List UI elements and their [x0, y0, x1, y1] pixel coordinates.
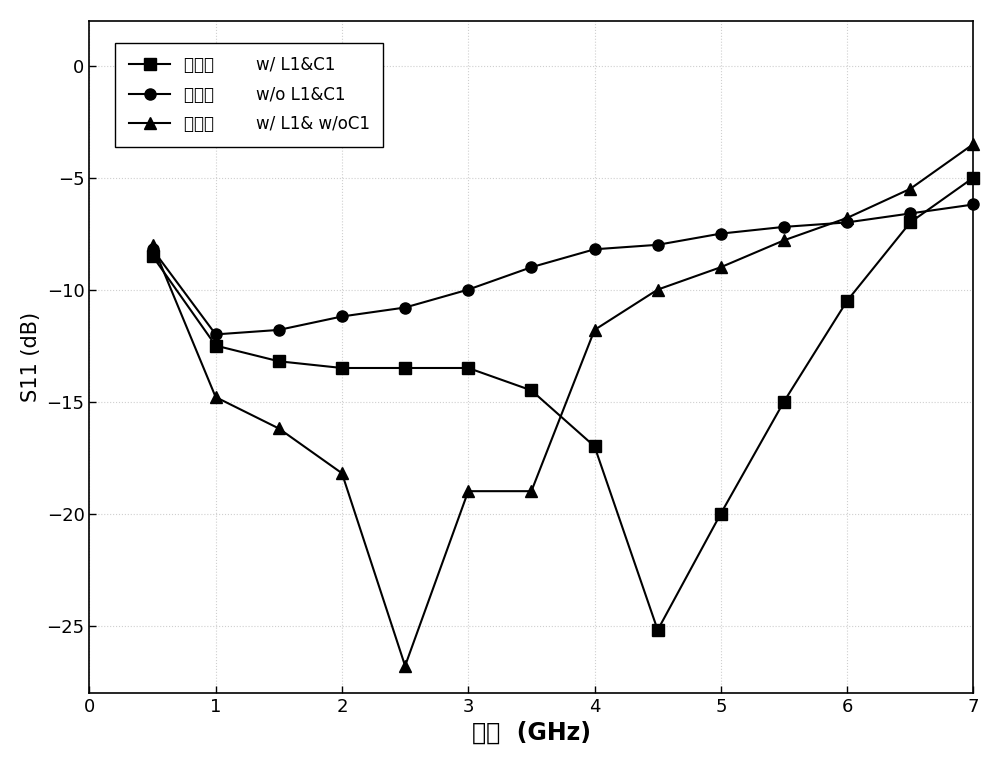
Legend: 模拟的        w/ L1&C1, 模拟的        w/o L1&C1, 模拟的        w/ L1& w/oC1: 模拟的 w/ L1&C1, 模拟的 w/o L1&C1, 模拟的 w/ L1& …: [115, 43, 383, 146]
Y-axis label: S11 (dB): S11 (dB): [21, 312, 41, 402]
X-axis label: 频率  (GHz): 频率 (GHz): [472, 721, 591, 745]
